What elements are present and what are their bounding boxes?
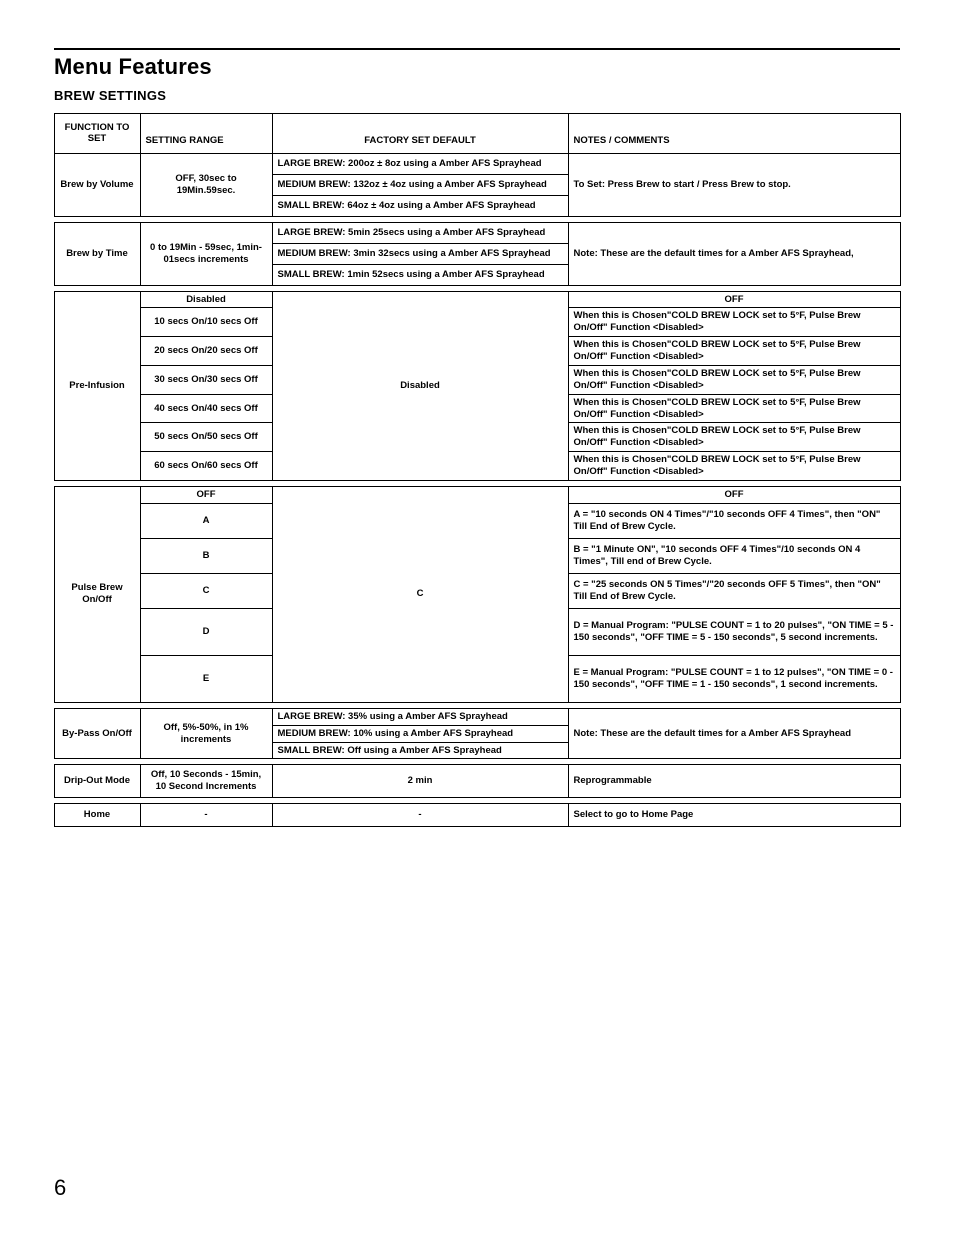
col-range: SETTING RANGE [140,113,273,155]
default-bv-medium: MEDIUM BREW: 132oz ± 4oz using a Amber A… [272,174,569,196]
default-preinfusion: Disabled [272,291,569,481]
settings-table: FUNCTION TO SET SETTING RANGE FACTORY SE… [54,113,900,827]
col-notes: NOTES / COMMENTS [568,113,901,155]
range-pi-5: 50 secs On/50 secs Off [140,422,273,452]
note-brew-time: Note: These are the default times for a … [568,222,901,286]
range-pi-2: 20 secs On/20 secs Off [140,336,273,366]
fn-pulse: Pulse Brew On/Off [54,486,141,703]
note-pulse-0: OFF [568,486,901,504]
range-pulse-4: D [140,608,273,656]
note-brew-volume: To Set: Press Brew to start / Press Brew… [568,153,901,217]
note-home: Select to go to Home Page [568,803,901,827]
default-bp-medium: MEDIUM BREW: 10% using a Amber AFS Spray… [272,725,569,743]
default-bt-small: SMALL BREW: 1min 52secs using a Amber AF… [272,264,569,286]
fn-brew-volume: Brew by Volume [54,153,141,217]
note-pulse-4: D = Manual Program: "PULSE COUNT = 1 to … [568,608,901,656]
page: Menu Features BREW SETTINGS FUNCTION TO … [0,0,954,1235]
note-pulse-3: C = "25 seconds ON 5 Times"/"20 seconds … [568,573,901,609]
range-pulse-0: OFF [140,486,273,504]
range-pi-6: 60 secs On/60 secs Off [140,451,273,481]
default-bp-large: LARGE BREW: 35% using a Amber AFS Sprayh… [272,708,569,726]
col-function: FUNCTION TO SET [54,113,141,155]
range-home: - [140,803,273,827]
note-pi-5: When this is Chosen"COLD BREW LOCK set t… [568,422,901,452]
default-bp-small: SMALL BREW: Off using a Amber AFS Sprayh… [272,742,569,760]
range-pulse-1: A [140,503,273,539]
note-pi-0: OFF [568,291,901,309]
fn-brew-time: Brew by Time [54,222,141,286]
range-brew-time: 0 to 19Min - 59sec, 1min-01secs incremen… [140,222,273,286]
default-bt-medium: MEDIUM BREW: 3min 32secs using a Amber A… [272,243,569,265]
note-pi-1: When this is Chosen"COLD BREW LOCK set t… [568,307,901,337]
col-default: FACTORY SET DEFAULT [272,113,569,155]
default-bt-large: LARGE BREW: 5min 25secs using a Amber AF… [272,222,569,244]
range-pi-0: Disabled [140,291,273,309]
range-pulse-2: B [140,538,273,574]
default-bv-small: SMALL BREW: 64oz ± 4oz using a Amber AFS… [272,195,569,217]
fn-home: Home [54,803,141,827]
range-pi-1: 10 secs On/10 secs Off [140,307,273,337]
range-dripout: Off, 10 Seconds - 15min, 10 Second Incre… [140,764,273,798]
note-pi-6: When this is Chosen"COLD BREW LOCK set t… [568,451,901,481]
default-bv-large: LARGE BREW: 200oz ± 8oz using a Amber AF… [272,153,569,175]
range-brew-volume: OFF, 30sec to 19Min.59sec. [140,153,273,217]
range-pulse-5: E [140,655,273,703]
page-title: Menu Features [54,54,900,80]
default-home: - [272,803,569,827]
fn-bypass: By-Pass On/Off [54,708,141,760]
default-dripout: 2 min [272,764,569,798]
note-pulse-1: A = "10 seconds ON 4 Times"/"10 seconds … [568,503,901,539]
section-title: BREW SETTINGS [54,88,900,103]
range-bypass: Off, 5%-50%, in 1% increments [140,708,273,760]
fn-dripout: Drip-Out Mode [54,764,141,798]
note-dripout: Reprogrammable [568,764,901,798]
note-pi-4: When this is Chosen"COLD BREW LOCK set t… [568,394,901,424]
range-pulse-3: C [140,573,273,609]
top-rule [54,48,900,50]
range-pi-4: 40 secs On/40 secs Off [140,394,273,424]
range-pi-3: 30 secs On/30 secs Off [140,365,273,395]
note-pulse-2: B = "1 Minute ON", "10 seconds OFF 4 Tim… [568,538,901,574]
page-number: 6 [54,1175,66,1201]
fn-preinfusion: Pre-Infusion [54,291,141,481]
note-pulse-5: E = Manual Program: "PULSE COUNT = 1 to … [568,655,901,703]
note-pi-3: When this is Chosen"COLD BREW LOCK set t… [568,365,901,395]
note-pi-2: When this is Chosen"COLD BREW LOCK set t… [568,336,901,366]
default-pulse: C [272,486,569,703]
note-bypass: Note: These are the default times for a … [568,708,901,760]
